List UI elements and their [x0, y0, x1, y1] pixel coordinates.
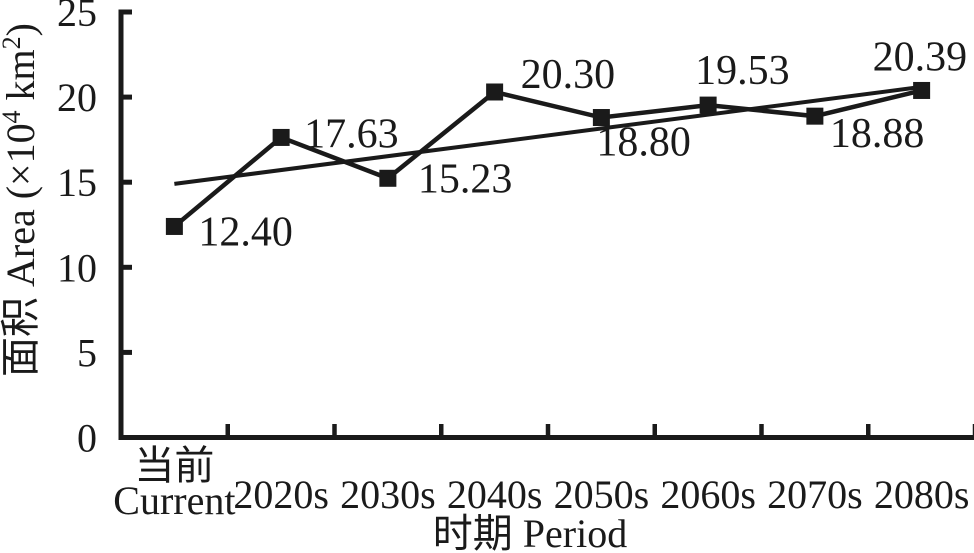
x-category-label: 2040s — [447, 472, 543, 517]
x-category-label: 2080s — [874, 472, 970, 517]
trend-line — [174, 84, 922, 186]
data-point-label: 19.53 — [695, 48, 790, 94]
data-point-label: 20.30 — [521, 52, 616, 98]
x-category-label: 2050s — [554, 472, 650, 517]
x-category-label-line2: Current — [113, 478, 235, 523]
y-tick-label: 5 — [77, 330, 97, 375]
data-point-marker — [379, 169, 397, 187]
y-tick-label: 15 — [57, 160, 97, 205]
x-category-label: 2020s — [233, 472, 329, 517]
x-axis-title: 时期 Period — [433, 511, 627, 553]
y-tick-label: 0 — [77, 416, 97, 461]
data-point-marker — [806, 107, 824, 125]
x-category-label: 2060s — [660, 472, 756, 517]
data-point-label: 15.23 — [418, 156, 513, 202]
data-point-label: 18.80 — [596, 120, 691, 166]
x-category-label: 2070s — [767, 472, 863, 517]
data-point-label: 12.40 — [198, 209, 293, 255]
data-point-label: 18.88 — [830, 111, 925, 157]
data-point-marker — [699, 96, 717, 114]
x-category-label-line1: 当前 — [134, 443, 214, 488]
data-point-label: 20.39 — [873, 34, 968, 80]
data-point-marker — [272, 128, 290, 146]
data-point-marker — [486, 83, 504, 101]
data-point-label: 17.63 — [304, 111, 399, 157]
y-tick-label: 25 — [57, 0, 97, 35]
data-point-marker — [592, 109, 610, 127]
y-tick-label: 20 — [57, 75, 97, 120]
y-axis-title: 面积 Area (×104 km2) — [0, 23, 43, 377]
data-point-marker — [165, 217, 183, 235]
y-tick-label: 10 — [57, 245, 97, 290]
x-category-label: 2030s — [340, 472, 436, 517]
data-line — [172, 88, 923, 229]
data-point-marker — [913, 81, 931, 99]
